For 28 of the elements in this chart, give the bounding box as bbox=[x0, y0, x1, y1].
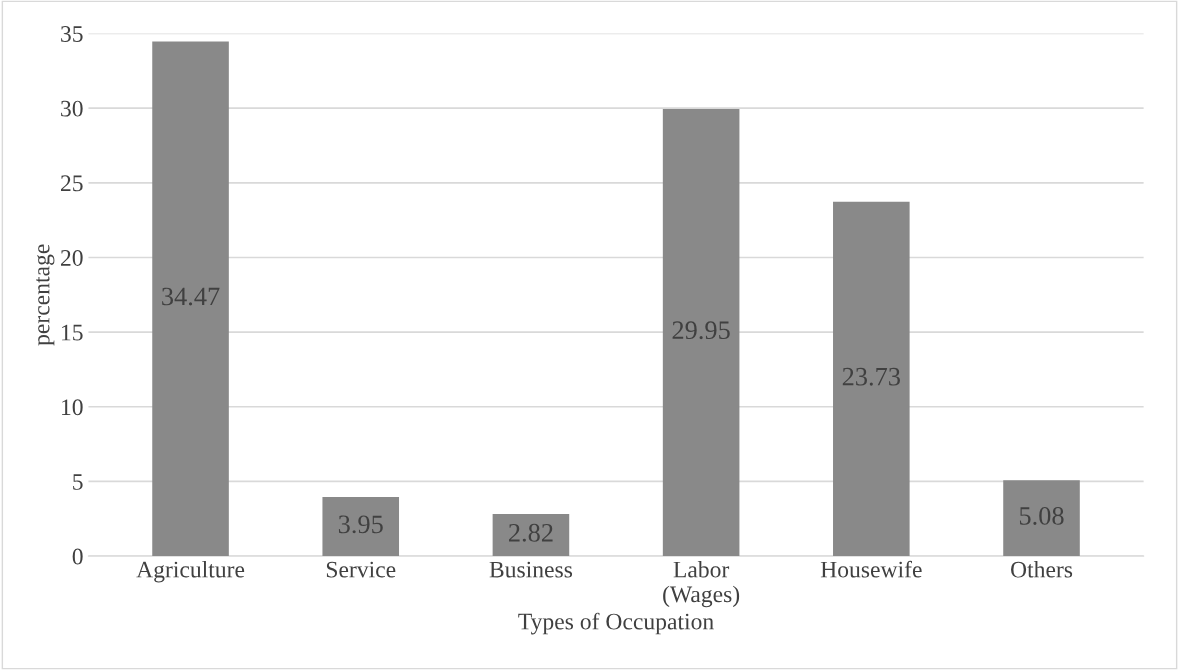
bar bbox=[1003, 480, 1080, 557]
data-label: 23.73 bbox=[842, 367, 900, 386]
data-label: 2.82 bbox=[509, 523, 553, 542]
x-tick-label: Housewife bbox=[820, 560, 922, 578]
bar bbox=[833, 201, 910, 557]
y-tick-label: 20 bbox=[60, 249, 83, 266]
x-tick-label: Service bbox=[326, 561, 396, 578]
y-tick-label: 35 bbox=[61, 26, 83, 42]
y-tick-label: 30 bbox=[61, 100, 83, 117]
data-label: 3.95 bbox=[338, 515, 383, 534]
bar bbox=[152, 41, 229, 557]
x-axis-title: Types of Occupation bbox=[518, 612, 714, 635]
bar bbox=[662, 108, 740, 557]
data-label: 29.95 bbox=[672, 321, 730, 340]
x-tick-label: Others bbox=[1011, 560, 1073, 578]
bar bbox=[492, 513, 570, 557]
bar bbox=[322, 497, 400, 557]
y-tick-label: 0 bbox=[72, 548, 83, 565]
data-label: 34.47 bbox=[162, 287, 220, 306]
y-axis-title: percentage bbox=[36, 244, 55, 346]
x-tick-label: Agriculture bbox=[136, 560, 245, 583]
x-tick-label: Business bbox=[489, 561, 573, 578]
y-tick-label: 15 bbox=[62, 324, 83, 341]
y-tick-label: 10 bbox=[62, 399, 83, 416]
data-label: 5.08 bbox=[1019, 506, 1064, 525]
x-tick-label: Labor (Wages) bbox=[663, 560, 740, 608]
y-tick-label: 5 bbox=[73, 474, 83, 490]
y-tick-label: 25 bbox=[60, 175, 83, 192]
